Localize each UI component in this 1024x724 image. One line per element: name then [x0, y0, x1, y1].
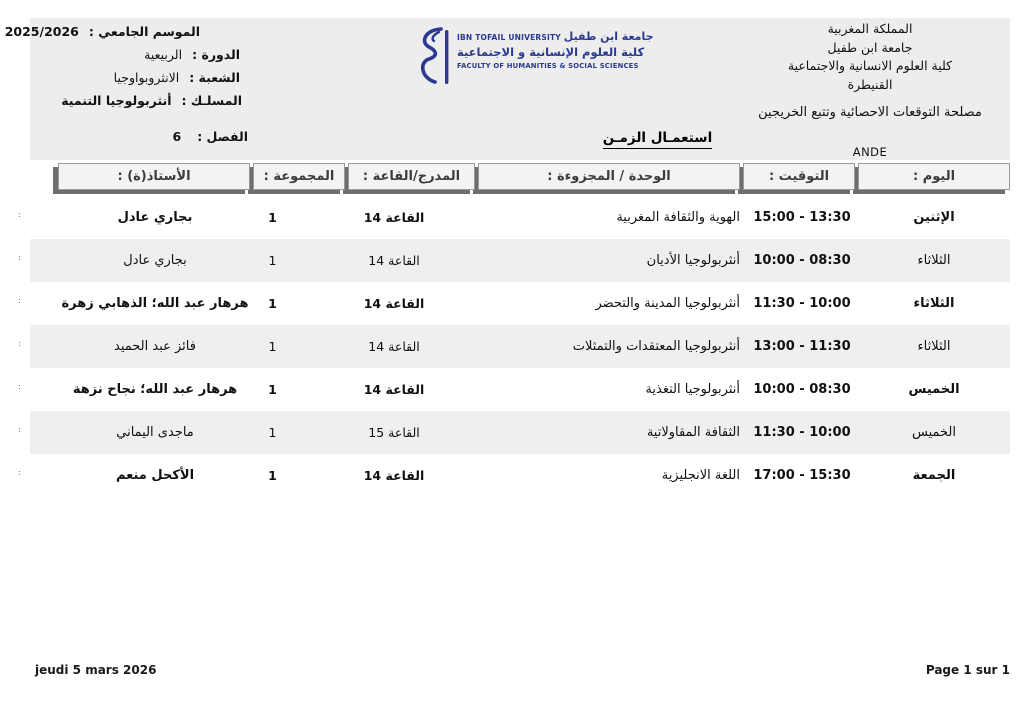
scan-edge-artifact: : [18, 253, 21, 262]
institution-code: ANDE [852, 144, 888, 159]
logo-line-university: IBN TOFAIL UNIVERSITY جامعة ابن طفيل [457, 30, 654, 43]
cell-unit: الهوية والثقافة المغربية [616, 210, 740, 225]
institution-service: مصلحة التوقعات الاحصائية وتتبع الخريجين [758, 105, 982, 120]
session-value: الربيعية [144, 47, 183, 62]
institution-block: المملكة المغربية جامعة ابن طفيل كلية الع… [730, 20, 1010, 161]
branch-value: الانثروبواوجيا [113, 70, 180, 85]
cell-day: الجمعة [912, 468, 956, 483]
cell-time: 10:00 - 11:30 [753, 425, 851, 440]
cell-unit: أنثربولوجيا الأديان [646, 253, 740, 268]
cell-unit: اللغة الانجليزية [661, 468, 740, 483]
semester-value: 6 [172, 129, 182, 144]
cell-group: 1 [268, 382, 277, 397]
cell-room: القاعة 14 [368, 253, 420, 268]
logo-university-en: IBN TOFAIL UNIVERSITY [457, 33, 561, 42]
cell-group: 1 [268, 253, 277, 268]
cell-unit: أنثربولوجيا المعتقدات والتمثلات [572, 339, 740, 354]
cell-group: 1 [268, 339, 277, 354]
cell-day: الثلاثاء [917, 339, 951, 354]
cell-time: 08:30 - 10:00 [753, 382, 851, 397]
document-info-block: الموسم الجامعي : 2025/2026 الدورة : الرب… [5, 20, 250, 148]
column-header-group: المجموعة : [253, 163, 345, 190]
table-row: : الثلاثاء 08:30 - 10:00 أنثربولوجيا الأ… [18, 239, 1010, 282]
table-row: : الثلاثاء 10:00 - 11:30 أنثربولوجيا الم… [18, 282, 1010, 325]
info-row-session: الدورة : الربيعية [28, 43, 250, 66]
scan-edge-artifact: : [18, 210, 21, 219]
column-header-day: اليوم : [858, 163, 1010, 190]
season-label: الموسم الجامعي : [88, 24, 200, 39]
institution-city: القنيطرة [847, 76, 893, 92]
table-row: : الجمعة 15:30 - 17:00 اللغة الانجليزية … [18, 454, 1010, 497]
cell-unit: الثقافة المقاولاتية [646, 425, 740, 440]
cell-day: الثلاثاء [917, 253, 951, 268]
logo-faculty-en: FACULTY OF HUMANITIES & SOCIAL SCIENCES [457, 62, 639, 70]
cell-room: القاعة 15 [368, 425, 420, 440]
cell-professor: بجاري عادل [117, 210, 193, 225]
cell-room: القاعة 14 [368, 339, 420, 354]
cell-professor: الأكحل منعم [115, 468, 195, 483]
info-row-track: المسلـك : أنثربولوجيا التنمية [28, 89, 250, 112]
info-row-semester: الفصل : 6 [28, 125, 250, 148]
branch-label: الشعبة : [189, 70, 240, 85]
scan-edge-artifact: : [18, 339, 21, 348]
cell-room: القاعة 14 [363, 210, 425, 225]
scan-edge-artifact: : [18, 382, 21, 391]
logo-faculty-ar: كلية العلوم الإنسانية و الاجتماعية [457, 45, 645, 59]
cell-group: 1 [268, 425, 277, 440]
cell-day: الخميس [908, 382, 960, 397]
cell-room: القاعة 14 [363, 382, 425, 397]
scan-edge-artifact: : [18, 296, 21, 305]
column-header-room: المدرج/القاعة : [348, 163, 475, 190]
column-header-time: التوقيت : [743, 163, 855, 190]
cell-time: 10:00 - 11:30 [753, 296, 851, 311]
institution-country: المملكة المغربية [827, 21, 913, 36]
footer-print-date: jeudi 5 mars 2026 [35, 663, 157, 677]
header-band [30, 18, 1010, 160]
column-header-unit: الوحدة / المجزوءة : [478, 163, 740, 190]
cell-time: 13:30 - 15:00 [753, 210, 851, 225]
document-title: استعمـال الزمـن [560, 127, 755, 149]
cell-group: 1 [268, 468, 277, 483]
scan-edge-artifact: : [18, 468, 21, 477]
table-row: : الخميس 10:00 - 11:30 الثقافة المقاولات… [18, 411, 1010, 454]
footer-page-number: Page 1 sur 1 [925, 663, 1010, 677]
table-row: : الثلاثاء 11:30 - 13:00 أنثربولوجيا الم… [18, 325, 1010, 368]
cell-time: 08:30 - 10:00 [753, 253, 851, 268]
cell-room: القاعة 14 [363, 468, 425, 483]
session-label: الدورة : [192, 47, 240, 62]
cell-room: القاعة 14 [363, 296, 425, 311]
cell-day: الثلاثاء [913, 296, 955, 311]
university-logo: IBN TOFAIL UNIVERSITY جامعة ابن طفيل كلي… [415, 26, 655, 88]
track-value: أنثربولوجيا التنمية [61, 93, 172, 108]
table-row: : الإثنين 13:30 - 15:00 الهوية والثقافة … [18, 196, 1010, 239]
table-row: : الخميس 08:30 - 10:00 أنثربولوجيا التغذ… [18, 368, 1010, 411]
logo-university-ar: جامعة ابن طفيل [563, 30, 654, 43]
university-logo-text: IBN TOFAIL UNIVERSITY جامعة ابن طفيل كلي… [457, 26, 654, 88]
cell-professor: هرهار عبد الله؛ نجاح نزهة [72, 382, 238, 397]
cell-professor: فائز عبد الحميد [114, 339, 196, 354]
scan-edge-artifact: : [18, 425, 21, 434]
cell-time: 11:30 - 13:00 [753, 339, 851, 354]
season-value: 2025/2026 [4, 24, 79, 39]
cell-professor: بجاري عادل [123, 253, 187, 268]
cell-group: 1 [268, 296, 277, 311]
institution-faculty: كلية العلوم الانسانية والاجتماعية [787, 58, 953, 73]
cell-day: الإثنين [913, 210, 955, 225]
cell-group: 1 [268, 210, 277, 225]
university-logo-icon [421, 27, 449, 84]
cell-professor: ماجدى اليماني [116, 425, 194, 440]
cell-time: 15:30 - 17:00 [753, 468, 851, 483]
institution-university: جامعة ابن طفيل [827, 39, 913, 55]
info-row-branch: الشعبة : الانثروبواوجيا [28, 66, 250, 89]
cell-unit: أنثربولوجيا المدينة والتحضر [595, 296, 740, 311]
cell-professor: هرهار عبد الله؛ الذهابي زهرة [61, 296, 249, 311]
column-header-professor: الأستاذ(ة) : [58, 163, 250, 190]
info-row-season: الموسم الجامعي : 2025/2026 [5, 20, 250, 43]
cell-day: الخميس [912, 425, 956, 440]
cell-unit: أنثربولوجيا التغذية [645, 382, 740, 397]
track-label: المسلـك : [181, 93, 242, 108]
semester-label: الفصل : [197, 129, 248, 144]
